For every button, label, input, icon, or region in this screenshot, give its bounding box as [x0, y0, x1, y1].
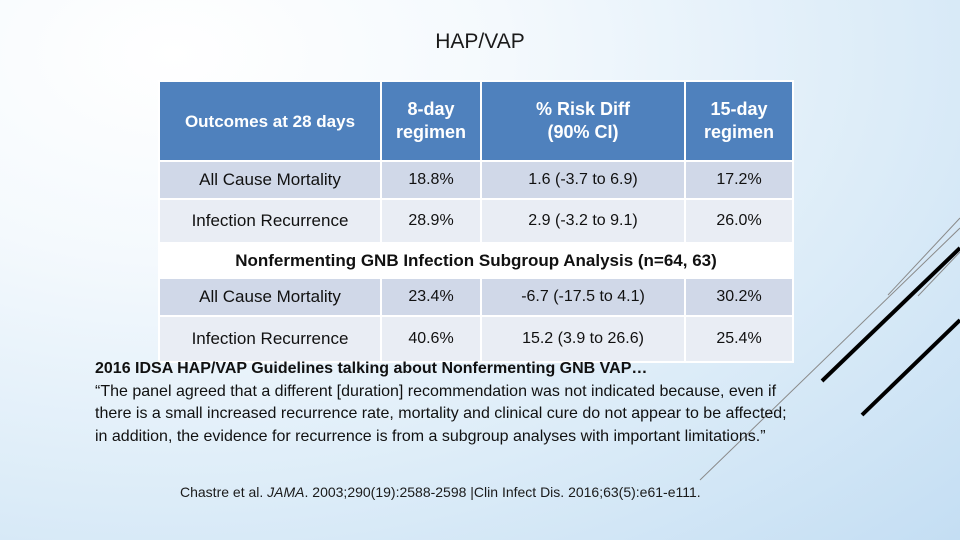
cell-8-day: 18.8%	[380, 160, 482, 200]
cell-15-day: 30.2%	[684, 277, 794, 317]
citation-author: Chastre et al.	[180, 484, 268, 500]
citation-rest: . 2003;290(19):2588-2598 |Clin Infect Di…	[304, 484, 701, 500]
cell-15-day: 25.4%	[684, 315, 794, 363]
quote-text: “The panel agreed that a different [dura…	[95, 382, 787, 445]
cell-risk-diff: -6.7 (-17.5 to 4.1)	[480, 277, 686, 317]
cell-8-day: 23.4%	[380, 277, 482, 317]
citation-journal: JAMA	[267, 484, 305, 500]
header-8-day-line2: regimen	[395, 122, 467, 142]
guideline-quote: 2016 IDSA HAP/VAP Guidelines talking abo…	[95, 358, 795, 448]
header-15-day-line1: 15-day	[710, 99, 768, 119]
cell-8-day: 40.6%	[380, 315, 482, 363]
subgroup-title: Nonfermenting GNB Infection Subgroup Ana…	[158, 242, 794, 279]
header-outcomes: Outcomes at 28 days	[158, 80, 382, 162]
citation: Chastre et al. JAMA. 2003;290(19):2588-2…	[180, 484, 800, 500]
header-risk-diff-line2: (90% CI)	[547, 122, 619, 142]
cell-risk-diff: 1.6 (-3.7 to 6.9)	[480, 160, 686, 200]
table-row: All Cause Mortality 23.4% -6.7 (-17.5 to…	[158, 277, 794, 317]
outcomes-table: Outcomes at 28 days 8-day regimen % Risk…	[158, 80, 794, 363]
header-15-day-line2: regimen	[703, 122, 775, 142]
table-row: All Cause Mortality 18.8% 1.6 (-3.7 to 6…	[158, 160, 794, 200]
row-label: Infection Recurrence	[158, 198, 382, 244]
table-row: Infection Recurrence 40.6% 15.2 (3.9 to …	[158, 315, 794, 363]
page-title: HAP/VAP	[435, 30, 525, 53]
header-risk-diff: % Risk Diff (90% CI)	[480, 80, 686, 162]
row-label: All Cause Mortality	[158, 277, 382, 317]
header-15-day: 15-day regimen	[684, 80, 794, 162]
header-8-day-line1: 8-day	[407, 99, 455, 119]
subgroup-header-row: Nonfermenting GNB Infection Subgroup Ana…	[158, 242, 794, 279]
header-8-day: 8-day regimen	[380, 80, 482, 162]
cell-15-day: 17.2%	[684, 160, 794, 200]
cell-8-day: 28.9%	[380, 198, 482, 244]
table-header-row: Outcomes at 28 days 8-day regimen % Risk…	[158, 80, 794, 162]
cell-risk-diff: 2.9 (-3.2 to 9.1)	[480, 198, 686, 244]
quote-heading: 2016 IDSA HAP/VAP Guidelines talking abo…	[95, 360, 648, 377]
table-row: Infection Recurrence 28.9% 2.9 (-3.2 to …	[158, 198, 794, 244]
row-label: All Cause Mortality	[158, 160, 382, 200]
header-risk-diff-line1: % Risk Diff	[535, 99, 631, 119]
cell-risk-diff: 15.2 (3.9 to 26.6)	[480, 315, 686, 363]
cell-15-day: 26.0%	[684, 198, 794, 244]
row-label: Infection Recurrence	[158, 315, 382, 363]
